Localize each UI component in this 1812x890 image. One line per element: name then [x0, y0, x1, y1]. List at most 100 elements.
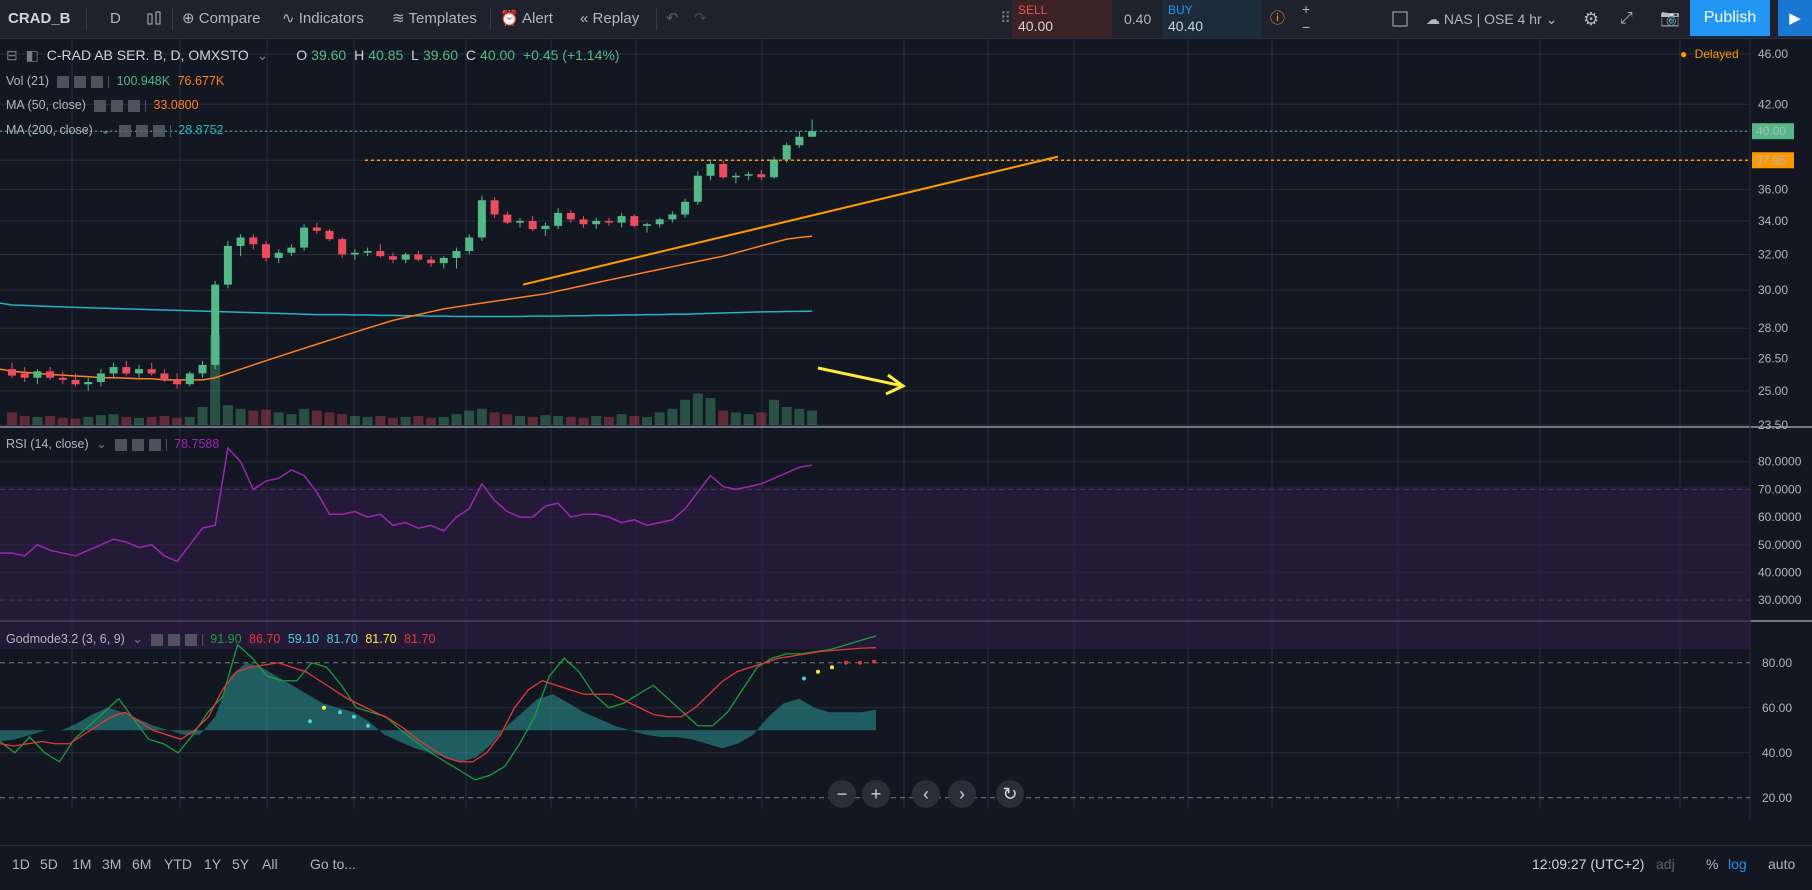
price-chart[interactable]: 46.00 42.00 40.00 37.95 36.00 34.00 32.00 30.00… [0, 39, 1812, 819]
collapse-icon[interactable]: ⊟ [6, 47, 18, 63]
ma200-legend[interactable]: MA (200, close) ⌄ 28.8752 [6, 122, 227, 137]
fullscreen-icon[interactable]: ⤢ [1620, 10, 1633, 27]
rsi-band [0, 486, 1750, 649]
godmode-value: 86.70 [249, 632, 281, 646]
legend-actions-icon[interactable] [118, 124, 171, 137]
play-icon[interactable]: ▶ [1778, 0, 1812, 36]
volume-bar [781, 407, 792, 425]
candle-body [744, 174, 753, 176]
scroll-right-button[interactable]: › [948, 780, 976, 808]
zoom-stepper[interactable]: + − [1302, 1, 1311, 35]
godmode-value: 81.70 [365, 632, 397, 646]
range-button[interactable]: 6M [132, 856, 152, 872]
volume-bar [337, 414, 348, 425]
volume-bar [718, 410, 729, 425]
volume-bar [222, 405, 233, 425]
rsi-legend[interactable]: RSI (14, close) ⌄ 78.7588 [6, 436, 223, 451]
volume-bar [565, 416, 576, 425]
candle-body [795, 136, 804, 146]
drag-handle-icon[interactable]: ⠿ [1000, 10, 1011, 27]
range-button[interactable]: 1Y [204, 856, 222, 872]
candle-body [185, 373, 194, 385]
main-pane [0, 119, 1750, 425]
chevron-down-icon[interactable]: ⌄ [132, 632, 143, 646]
vol-ma-value: 76.677K [177, 74, 225, 88]
sell-button[interactable]: SELL 40.00 [1012, 0, 1112, 38]
scroll-left-button[interactable]: ‹ [912, 780, 940, 808]
zoom-out-button[interactable]: − [828, 780, 856, 808]
legend-actions-icon[interactable] [150, 633, 203, 646]
candle-body [401, 254, 410, 260]
ohlc-low: 39.60 [422, 47, 459, 63]
symbol-search[interactable]: CRAD_B [8, 10, 71, 27]
candles-icon[interactable] [145, 0, 163, 38]
gear-icon[interactable]: ⚙ [1583, 9, 1600, 29]
candle-body [274, 252, 283, 258]
alert-button[interactable]: ⏰ Alert [500, 0, 553, 38]
candle-body [223, 245, 232, 285]
range-button[interactable]: 1M [72, 856, 92, 872]
range-button[interactable]: 5D [40, 856, 58, 872]
volume-bar [375, 416, 386, 425]
divider [172, 8, 173, 30]
candle-body [808, 131, 817, 137]
volume-bar [121, 416, 132, 425]
undo-icon[interactable]: ↶ [666, 10, 679, 27]
range-button[interactable]: YTD [164, 856, 192, 872]
godmode-legend[interactable]: Godmode3.2 (3, 6, 9) ⌄ 91.90 86.70 59.10… [6, 631, 439, 646]
chevron-down-icon[interactable]: ⌄ [256, 47, 269, 63]
square-icon[interactable] [1392, 0, 1408, 38]
auto-toggle[interactable]: auto [1768, 856, 1796, 872]
adj-toggle[interactable]: adj [1656, 856, 1675, 872]
log-toggle[interactable]: log [1728, 856, 1747, 872]
buy-button[interactable]: BUY 40.40 [1162, 0, 1262, 38]
volume-bar [438, 416, 449, 425]
compare-button[interactable]: ⊕ Compare [182, 0, 260, 38]
candle-body [135, 369, 143, 374]
redo-icon[interactable]: ↷ [694, 10, 707, 27]
volume-bar [578, 417, 589, 425]
candle-body [516, 220, 524, 223]
info-icon[interactable]: ⓘ [1270, 10, 1286, 27]
vol-label: Vol (21) [6, 74, 50, 88]
zoom-in-button[interactable]: + [862, 780, 890, 808]
legend-actions-icon[interactable] [93, 99, 146, 112]
volume-bar [95, 415, 106, 425]
percent-toggle[interactable]: % [1706, 856, 1719, 872]
indicators-button[interactable]: ∿ Indicators [282, 0, 364, 38]
legend-actions-icon[interactable] [57, 75, 110, 88]
session-selector[interactable]: ☁ NAS | OSE 4 hr ⌄ [1426, 0, 1557, 38]
ma200-line [0, 302, 813, 318]
candle-body [706, 163, 715, 176]
interval-button[interactable]: D [110, 10, 121, 27]
camera-icon[interactable]: 📷 [1660, 10, 1680, 27]
chevron-down-icon[interactable]: ⌄ [96, 437, 107, 451]
plus-circle-icon: ⊕ [182, 10, 195, 27]
candle-body [554, 212, 563, 226]
volume-bar [197, 407, 208, 425]
volume-bar [362, 416, 373, 425]
sell-price: 40.00 [1018, 18, 1054, 34]
goto-button[interactable]: Go to... [310, 856, 356, 872]
volume-bar [730, 412, 741, 425]
godmode-tick-label: 40.00 [1762, 746, 1792, 760]
templates-button[interactable]: ≋ Templates [392, 0, 477, 38]
vol-legend[interactable]: Vol (21) 100.948K 76.677K [6, 74, 228, 88]
legend-actions-icon[interactable] [114, 438, 167, 451]
range-button[interactable]: 5Y [232, 856, 250, 872]
range-button[interactable]: All [262, 856, 278, 872]
chevron-down-icon[interactable]: ⌄ [100, 123, 111, 137]
candle-body [389, 256, 397, 260]
publish-button[interactable]: Publish [1690, 0, 1770, 36]
range-button[interactable]: 3M [102, 856, 122, 872]
ma50-line [0, 235, 813, 381]
candle-body [719, 163, 728, 178]
divider [656, 8, 657, 30]
reset-icon[interactable]: ↻ [996, 780, 1024, 808]
ma50-legend[interactable]: MA (50, close) 33.0800 [6, 98, 203, 112]
ohlc-change: +0.45 (+1.14%) [522, 47, 620, 63]
range-button[interactable]: 1D [12, 856, 30, 872]
volume-bar [286, 414, 297, 425]
godmode-cloud [0, 662, 876, 762]
replay-button[interactable]: « Replay [580, 0, 639, 38]
